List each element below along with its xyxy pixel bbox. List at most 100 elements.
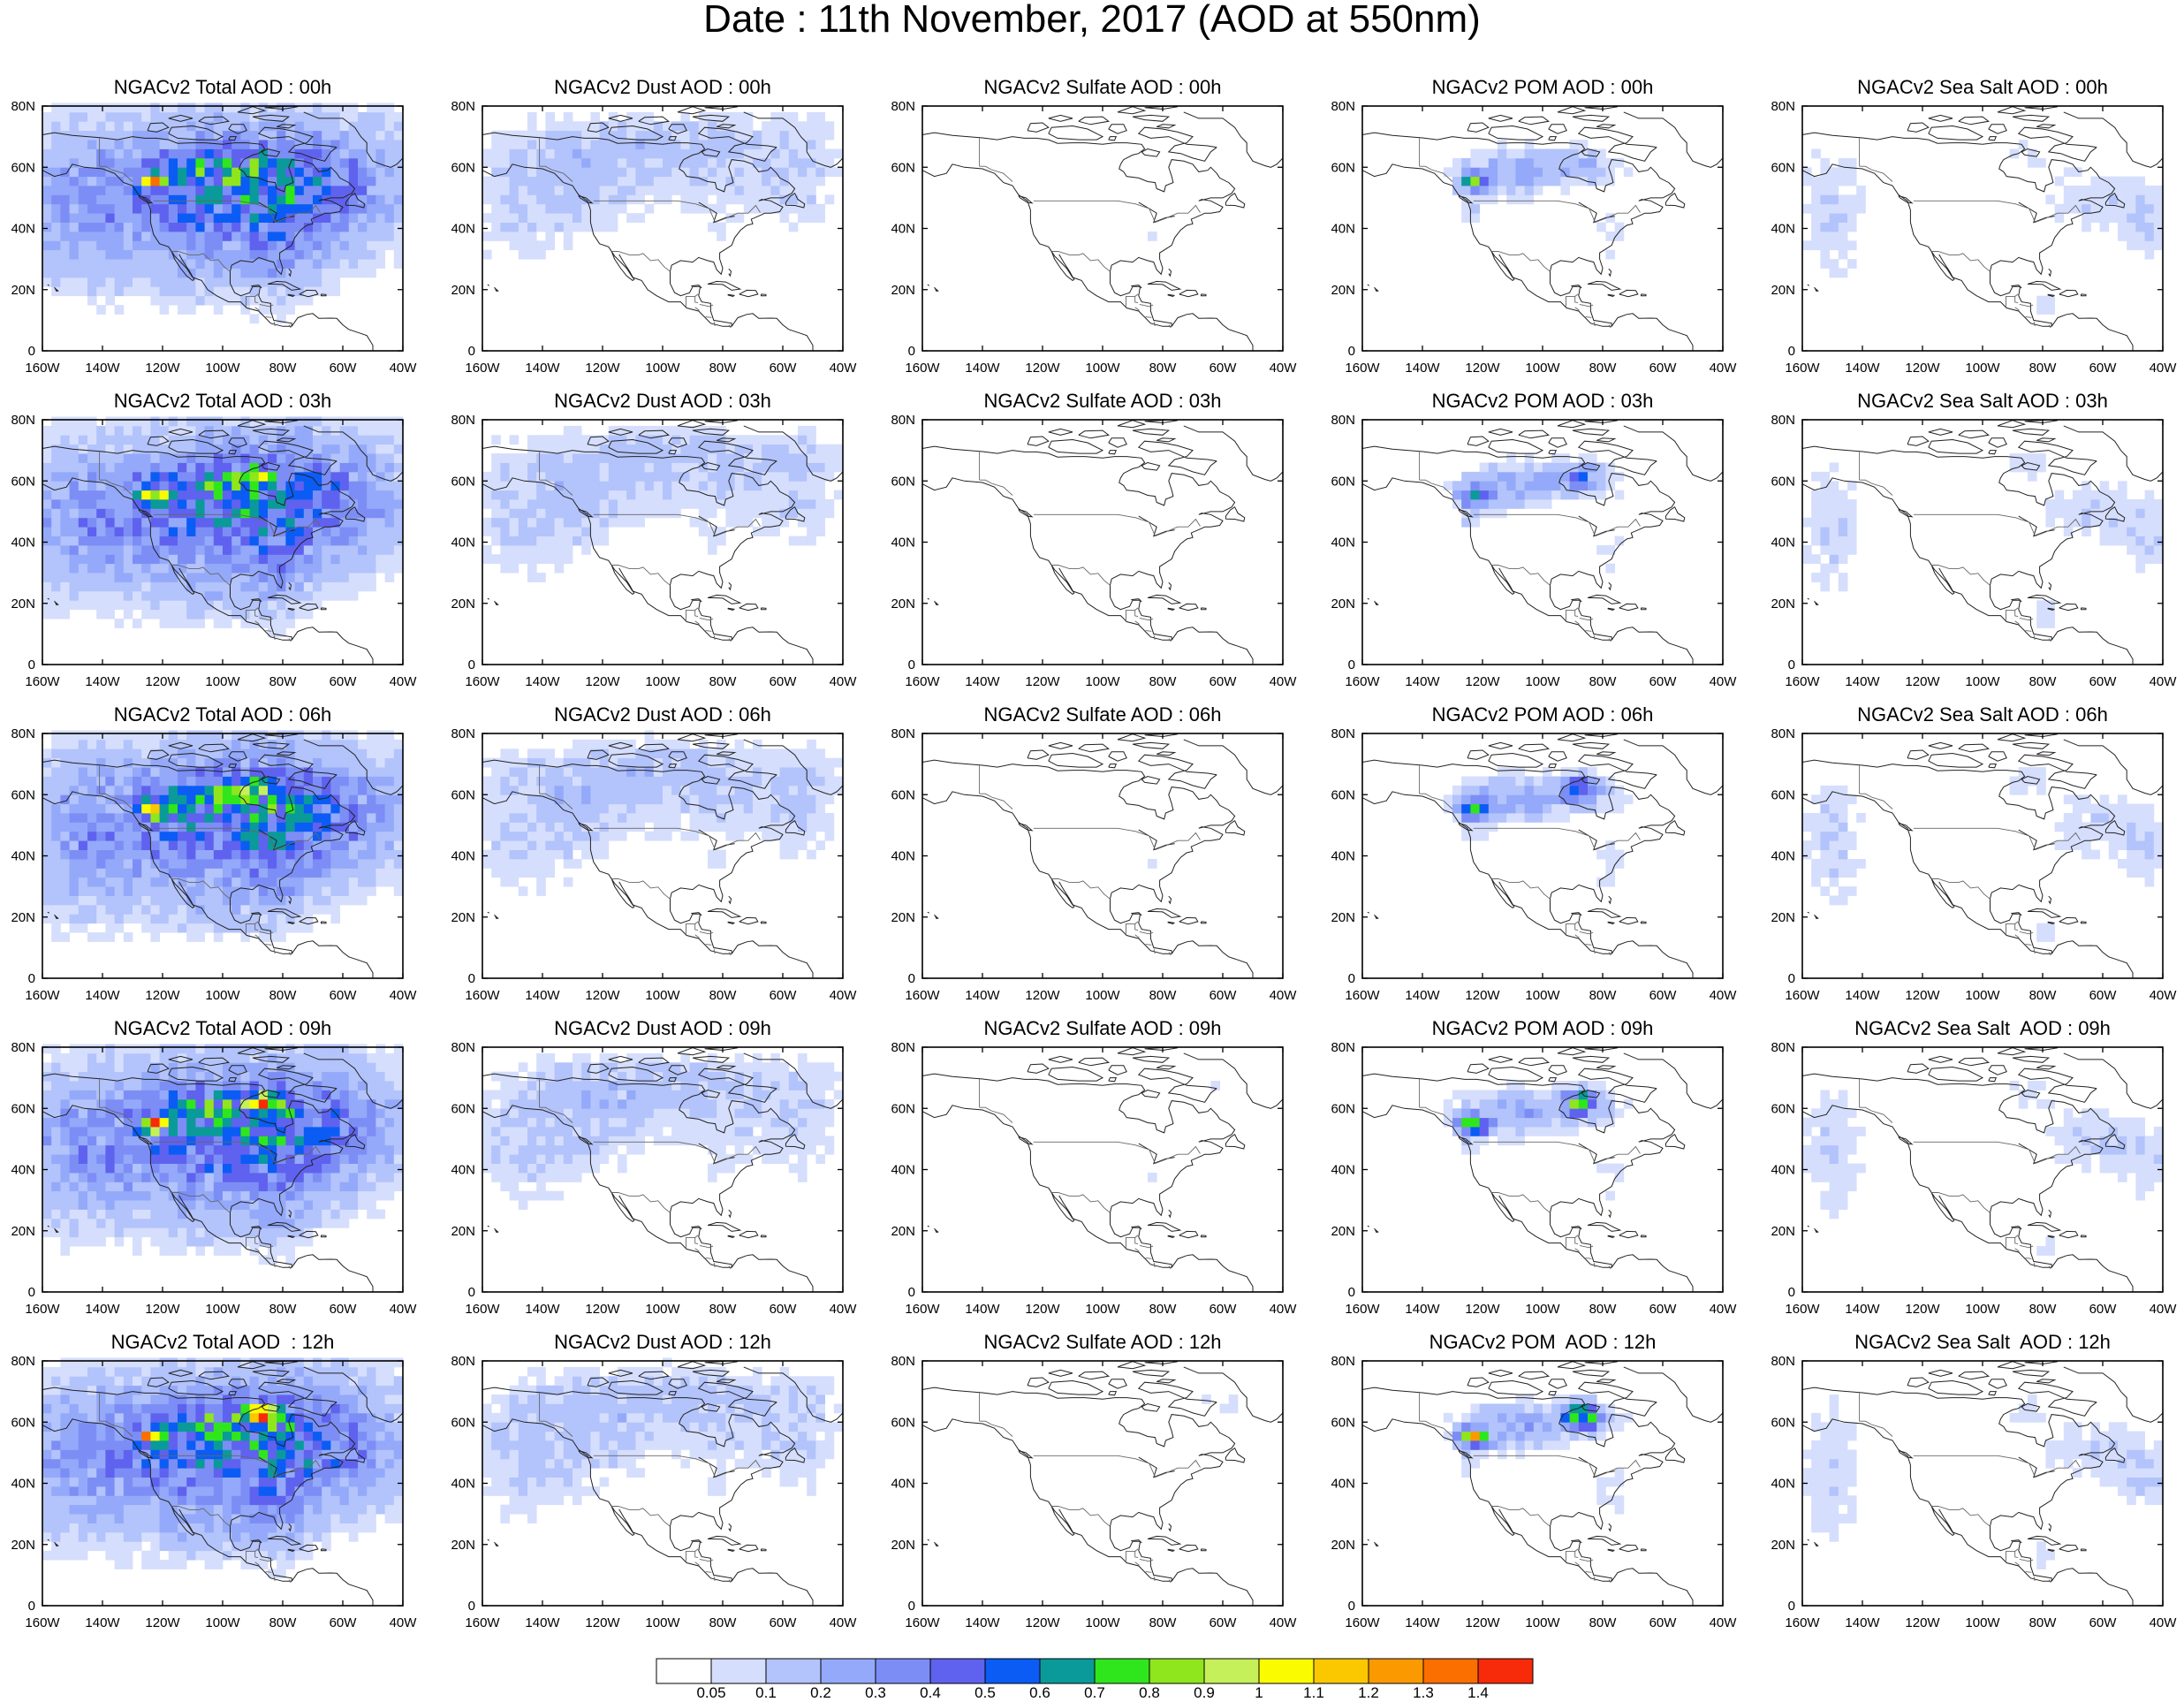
aod-cell xyxy=(518,840,528,850)
aod-cell xyxy=(375,776,385,786)
aod-cell xyxy=(186,932,196,942)
aod-cell xyxy=(384,739,395,749)
aod-cell xyxy=(141,840,151,850)
aod-cell xyxy=(133,481,142,491)
aod-cell xyxy=(1614,232,1625,241)
aod-cell xyxy=(1847,481,1857,491)
aod-cell xyxy=(133,813,142,823)
aod-cell xyxy=(51,508,61,519)
aod-cell xyxy=(231,471,241,482)
lon-tick-label: 60W xyxy=(2089,361,2118,376)
aod-cell xyxy=(491,167,501,178)
coastline xyxy=(1587,280,1622,291)
aod-cell xyxy=(663,435,672,445)
aod-cell xyxy=(204,803,215,814)
aod-cell xyxy=(114,914,125,924)
aod-cell xyxy=(663,462,672,473)
aod-cell xyxy=(105,536,115,546)
aod-cell xyxy=(599,444,610,454)
aod-cell xyxy=(105,776,115,786)
aod-cell xyxy=(743,508,754,519)
aod-cell xyxy=(114,536,125,546)
aod-cell xyxy=(339,886,350,896)
country-border xyxy=(2025,316,2032,318)
aod-cell xyxy=(240,268,250,278)
aod-cell xyxy=(268,462,277,473)
aod-cell xyxy=(168,416,178,427)
aod-cell xyxy=(339,481,350,491)
aod-cell xyxy=(150,462,160,473)
aod-cell xyxy=(762,167,771,178)
aod-cell xyxy=(168,757,178,768)
aod-cell xyxy=(303,148,314,159)
aod-cell xyxy=(303,868,314,878)
aod-cell xyxy=(1578,167,1589,178)
coastline xyxy=(927,597,930,600)
aod-cell xyxy=(69,453,80,463)
aod-cell xyxy=(69,490,80,500)
aod-cell xyxy=(518,508,528,519)
aod-cell xyxy=(618,157,627,168)
aod-cell xyxy=(186,203,196,214)
aod-cell xyxy=(105,932,115,942)
coastline xyxy=(1048,438,1104,454)
coastline xyxy=(1132,114,1171,122)
aod-cell xyxy=(249,213,260,223)
aod-cell xyxy=(509,776,519,786)
aod-cell xyxy=(268,581,277,592)
aod-cell xyxy=(644,203,655,214)
aod-cell xyxy=(384,859,395,869)
aod-cell xyxy=(87,490,97,500)
aod-cell xyxy=(671,462,681,473)
aod-cell xyxy=(788,453,799,463)
aod-cell xyxy=(743,499,754,509)
aod-cell xyxy=(150,130,160,141)
coastline xyxy=(728,268,732,277)
aod-cell xyxy=(240,481,250,491)
aod-cell xyxy=(770,140,780,149)
coastline xyxy=(1611,313,1694,351)
aod-cell xyxy=(78,499,88,509)
aod-cell xyxy=(96,194,106,205)
aod-cell xyxy=(213,222,224,232)
aod-cell xyxy=(141,140,151,149)
aod-cell xyxy=(330,140,340,149)
aod-cell xyxy=(186,130,196,141)
aod-cell xyxy=(545,785,555,795)
aod-cell xyxy=(51,813,61,823)
aod-cell xyxy=(123,425,133,436)
aod-cell xyxy=(105,904,115,915)
aod-cell xyxy=(123,130,133,141)
aod-cell xyxy=(554,453,565,463)
aod-cell xyxy=(204,186,215,195)
aod-cell xyxy=(240,776,250,786)
aod-cell xyxy=(78,794,88,805)
aod-cell xyxy=(195,203,205,214)
coastline xyxy=(1928,428,1953,436)
aod-cell xyxy=(223,822,232,832)
aod-cell xyxy=(178,305,187,315)
aod-cell xyxy=(698,194,709,205)
aod-cell xyxy=(150,194,160,205)
aod-cell xyxy=(285,776,295,786)
aod-cell xyxy=(608,186,618,195)
aod-cell xyxy=(322,471,331,482)
aod-cell xyxy=(204,232,215,241)
aod-cell xyxy=(313,748,322,759)
aod-cell xyxy=(599,213,610,223)
aod-cell xyxy=(51,259,61,269)
aod-cell xyxy=(358,148,368,159)
aod-cell xyxy=(554,803,565,814)
aod-cell xyxy=(204,794,215,805)
aod-cell xyxy=(69,176,80,186)
aod-cell xyxy=(563,831,573,841)
aod-cell xyxy=(223,444,232,454)
coastline xyxy=(2011,598,2022,603)
aod-cell xyxy=(393,849,404,860)
aod-cell xyxy=(303,167,314,178)
coastline xyxy=(610,565,635,596)
aod-cell xyxy=(626,517,636,528)
aod-cell xyxy=(509,462,519,473)
aod-cell xyxy=(150,213,160,223)
aod-cell xyxy=(195,895,205,906)
